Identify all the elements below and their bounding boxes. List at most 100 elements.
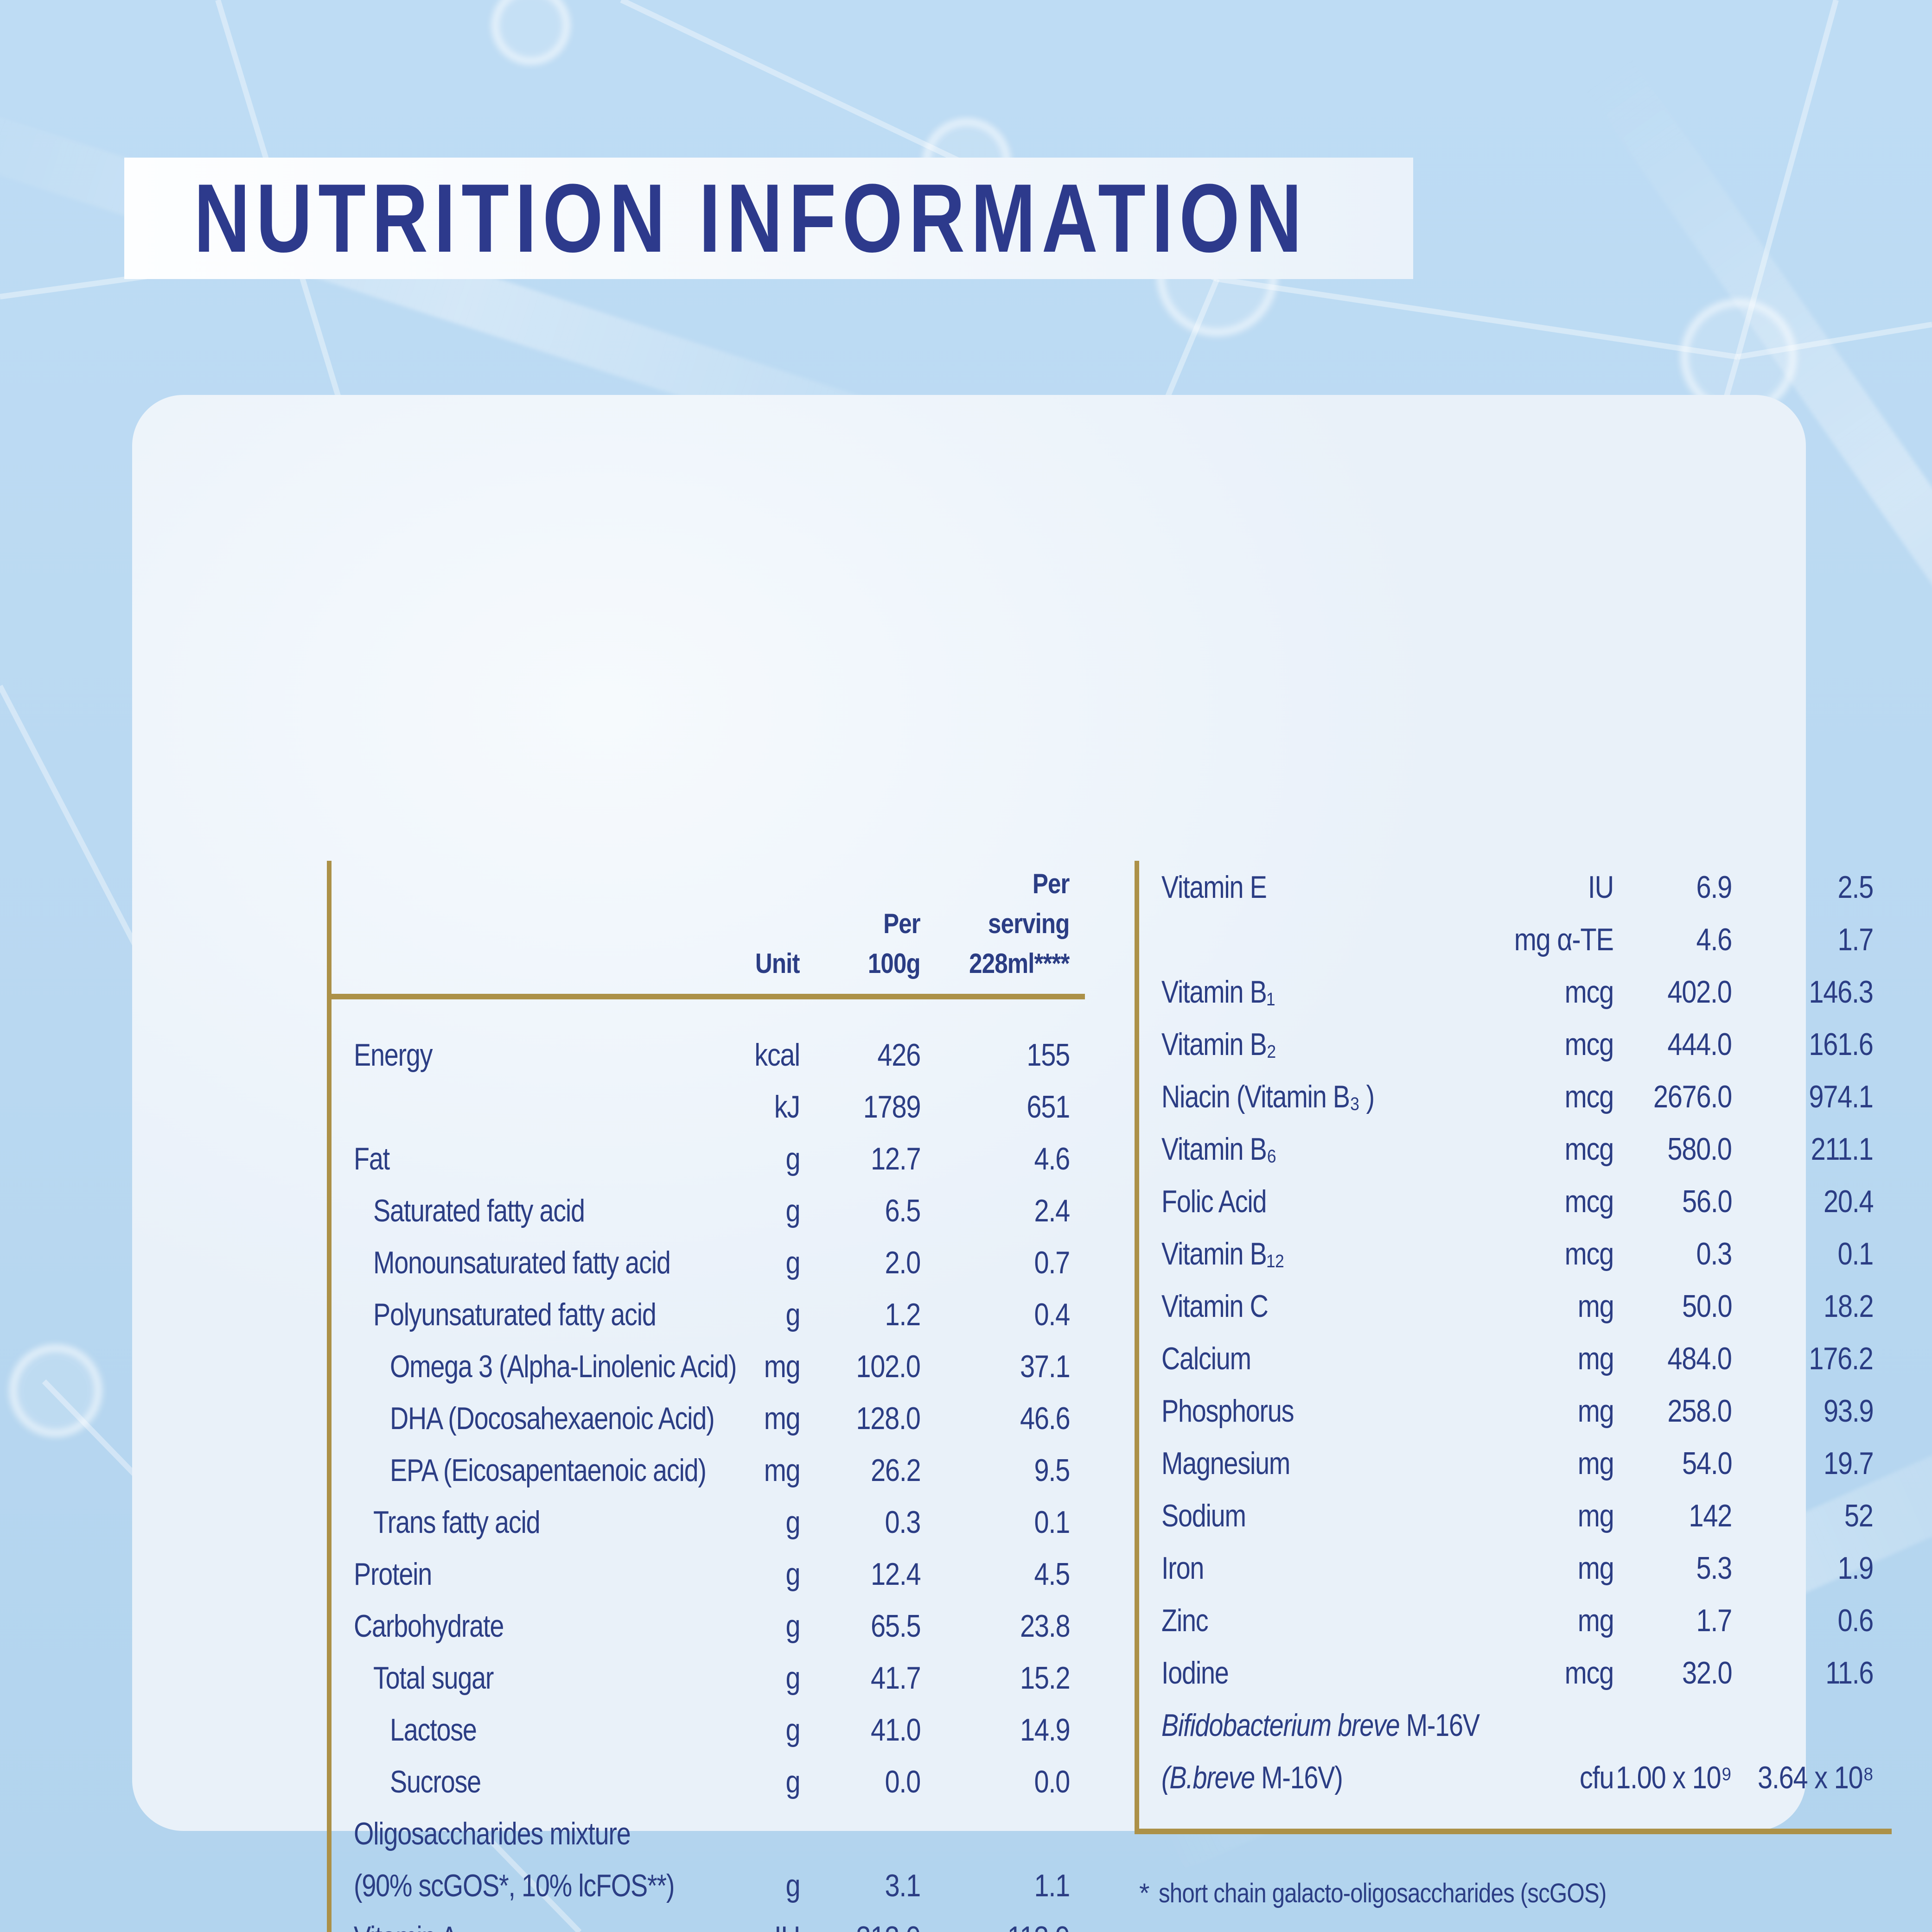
row-value-per-serving: 9.5 [1034, 1453, 1070, 1488]
header-per-100g-line1: Per [883, 908, 921, 939]
row-unit: g [785, 1141, 800, 1176]
row-value-per-100g: 102.0 [856, 1349, 921, 1384]
row-label: Energy [354, 1037, 433, 1073]
row-unit: IU [774, 1919, 801, 1932]
table-row: Energy kcal 426 155 [332, 1029, 1085, 1081]
table-row: Phosphorus mg 258.0 93.9 [1139, 1385, 1892, 1437]
row-value-per-100g: 1789 [863, 1089, 921, 1125]
row-unit: mcg [1564, 974, 1614, 1010]
row-label: Calcium [1161, 1341, 1251, 1376]
table-row: Carbohydrate g 65.5 23.8 [332, 1600, 1085, 1652]
row-value-per-serving: 0.1 [1034, 1505, 1070, 1540]
row-value-per-100g: 1.7 [1696, 1602, 1732, 1638]
table-row: Bifidobacterium breve M-16V [1139, 1699, 1892, 1751]
table-row: Vitamin B₁₂ mcg 0.3 0.1 [1139, 1227, 1892, 1280]
nutrition-table-left: Unit Per 100g Per serving 228ml**** Ener… [327, 861, 1085, 1932]
row-unit: g [785, 1868, 800, 1903]
table-row: Monounsaturated fatty acid g 2.0 0.7 [332, 1237, 1085, 1289]
row-unit: mg [1577, 1602, 1614, 1638]
row-label: Iodine [1161, 1655, 1229, 1690]
title-banner: NUTRITION INFORMATION [124, 158, 1413, 279]
row-unit: g [785, 1764, 800, 1799]
row-value-per-serving: 1.9 [1837, 1550, 1874, 1586]
row-unit: mg [1577, 1498, 1614, 1533]
row-label: Zinc [1161, 1602, 1209, 1638]
table-row: Iron mg 5.3 1.9 [1139, 1542, 1892, 1594]
table-header: Unit Per 100g Per serving 228ml**** [332, 861, 1085, 994]
row-value-per-serving: 1.7 [1837, 922, 1874, 957]
gold-divider-right-bottom [1139, 1829, 1892, 1834]
row-value-per-100g: 50.0 [1682, 1288, 1733, 1324]
row-value-per-100g: 0.0 [885, 1764, 921, 1799]
molecule-node [9, 1344, 102, 1437]
row-value-per-serving: 4.6 [1034, 1141, 1070, 1176]
table-rows-right: Vitamin E IU 6.9 2.5 mg α-TE 4.6 1.7 Vitamin B₁… [1139, 861, 1892, 1804]
row-value-per-serving: 146.3 [1809, 974, 1874, 1010]
row-value-per-serving: 1.1 [1034, 1868, 1070, 1903]
row-value-per-100g: 313.0 [856, 1919, 921, 1932]
table-row: Saturated fatty acid g 6.5 2.4 [332, 1185, 1085, 1237]
row-label: Niacin (Vitamin B₃ ) [1161, 1079, 1375, 1114]
table-row: Vitamin E IU 6.9 2.5 [1139, 861, 1892, 913]
row-label: (90% scGOS*, 10% lcFOS**) [354, 1868, 675, 1903]
row-label: (B.breve M-16V) [1161, 1760, 1343, 1796]
header-unit-label: Unit [755, 944, 800, 984]
header-per-serving-line3: 228ml**** [969, 948, 1070, 979]
header-per-100g-line2: 100g [868, 948, 921, 979]
row-value-per-100g: 54.0 [1682, 1445, 1733, 1481]
row-value-per-serving: 0.7 [1034, 1245, 1070, 1280]
row-unit: g [785, 1608, 800, 1644]
table-row: Trans fatty acid g 0.3 0.1 [332, 1496, 1085, 1548]
row-value-per-100g: 0.3 [885, 1505, 921, 1540]
row-value-per-serving: 11.6 [1825, 1655, 1874, 1690]
row-value-per-100g: 1.00 x 10⁹ [1616, 1760, 1732, 1795]
table-row: Sodium mg 142 52 [1139, 1489, 1892, 1542]
row-value-per-100g: 0.3 [1696, 1236, 1732, 1271]
row-unit: kJ [774, 1089, 801, 1125]
row-value-per-serving: 4.5 [1034, 1557, 1070, 1592]
row-label: Vitamin B₂ [1161, 1026, 1276, 1062]
table-row: Vitamin C mg 50.0 18.2 [1139, 1280, 1892, 1332]
row-unit: mg [1577, 1341, 1614, 1376]
row-unit: mg [1577, 1550, 1614, 1586]
row-label: Vitamin B₆ [1161, 1131, 1277, 1167]
nutrition-table-right: Vitamin E IU 6.9 2.5 mg α-TE 4.6 1.7 Vitamin B₁… [1135, 861, 1892, 1834]
row-label-italic: (B.breve [1161, 1760, 1255, 1795]
row-unit: mg [1577, 1288, 1614, 1324]
row-value-per-serving: 93.9 [1823, 1393, 1874, 1429]
row-value-per-serving: 651 [1027, 1089, 1070, 1125]
row-value-per-serving: 3.64 x 10⁸ [1757, 1760, 1874, 1795]
row-value-per-100g: 444.0 [1667, 1026, 1733, 1062]
row-value-per-serving: 113.9 [1007, 1919, 1070, 1932]
row-label-regular: M-16V [1399, 1707, 1480, 1743]
row-value-per-serving: 161.6 [1809, 1026, 1874, 1062]
row-value-per-100g: 12.7 [870, 1141, 921, 1176]
table-row: Magnesium mg 54.0 19.7 [1139, 1437, 1892, 1489]
row-label: Trans fatty acid [373, 1505, 541, 1540]
table-row: mg α-TE 4.6 1.7 [1139, 913, 1892, 966]
header-unit-text: Unit [755, 948, 800, 979]
row-value-per-serving: 23.8 [1020, 1608, 1071, 1644]
row-label: Omega 3 (Alpha-Linolenic Acid) [390, 1349, 737, 1384]
row-unit: mg [764, 1453, 800, 1488]
row-value-per-100g: 484.0 [1667, 1341, 1733, 1376]
row-value-per-serving: 0.1 [1837, 1236, 1874, 1271]
row-label: Iron [1161, 1550, 1204, 1586]
row-value-per-serving: 20.4 [1823, 1183, 1874, 1219]
row-label: Oligosaccharides mixture [354, 1816, 631, 1851]
table-row: Protein g 12.4 4.5 [332, 1548, 1085, 1600]
header-per-100g-label: Per 100g [868, 904, 921, 984]
row-value-per-serving: 18.2 [1823, 1288, 1874, 1324]
header-per-serving-line2: serving [988, 908, 1070, 939]
row-label: Total sugar [373, 1660, 494, 1696]
row-value-per-100g: 12.4 [870, 1557, 921, 1592]
table-row: Vitamin B₂ mcg 444.0 161.6 [1139, 1018, 1892, 1070]
row-value-per-serving: 0.6 [1837, 1602, 1874, 1638]
row-value-per-serving: 974.1 [1809, 1079, 1874, 1114]
row-label: Folic Acid [1161, 1183, 1267, 1219]
row-label-italic: Bifidobacterium breve [1161, 1707, 1400, 1743]
row-value-per-100g: 402.0 [1667, 974, 1733, 1010]
row-value-per-100g: 26.2 [870, 1453, 921, 1488]
row-unit: mg [1577, 1393, 1614, 1429]
